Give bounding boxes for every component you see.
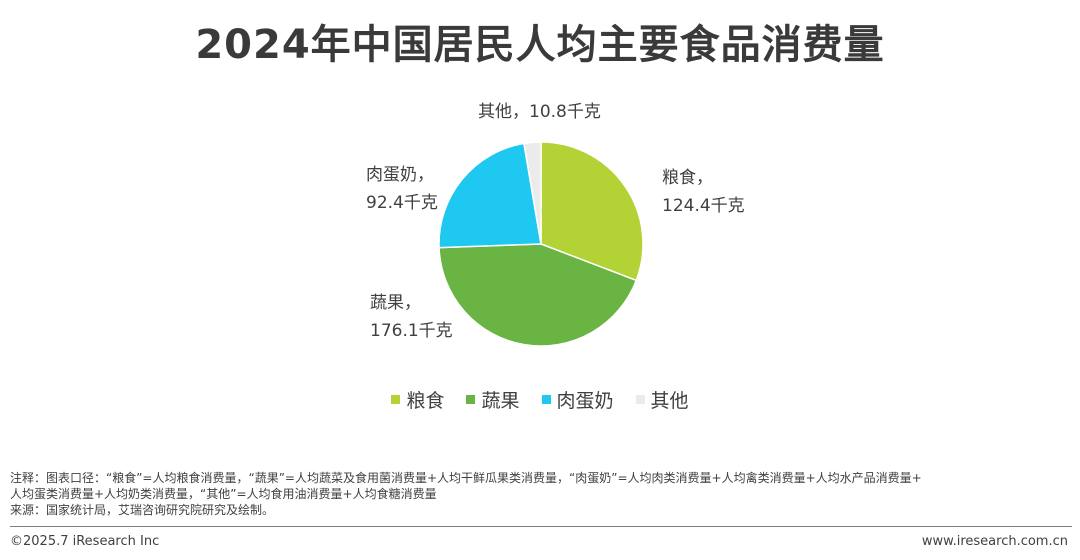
note-line-1: 注释：图表口径：“粮食”=人均粮食消费量，“蔬果”=人均蔬菜及食用菌消费量+人均… bbox=[10, 471, 922, 485]
slice-produce bbox=[438, 243, 638, 347]
label-meat-egg-milk-value: 92.4千克 bbox=[366, 193, 438, 213]
legend-item-produce: 蔬果 bbox=[466, 386, 520, 413]
label-produce-name: 蔬果， bbox=[370, 293, 421, 313]
legend-swatch bbox=[391, 395, 401, 404]
legend-swatch bbox=[466, 395, 476, 404]
legend-item-grain: 粮食 bbox=[391, 386, 444, 413]
source-line: 来源：国家统计局，艾瑞咨询研究院研究及绘制。 bbox=[10, 503, 275, 517]
legend-label: 蔬果 bbox=[481, 390, 520, 412]
legend-label: 粮食 bbox=[406, 390, 445, 412]
label-grain-value: 124.4千克 bbox=[662, 196, 745, 216]
label-produce-value: 176.1千克 bbox=[370, 321, 453, 341]
legend-item-other: 其他 bbox=[635, 386, 689, 413]
note-line-2: 人均蛋类消费量+人均奶类消费量，“其他”=人均食用油消费量+人均食糖消费量 bbox=[10, 487, 437, 501]
legend-item-meat-egg-milk: 肉蛋奶 bbox=[541, 386, 614, 413]
slice-grain bbox=[540, 141, 644, 282]
slice-meat-egg-milk bbox=[438, 142, 542, 249]
legend-label: 其他 bbox=[650, 390, 689, 412]
website-link[interactable]: www.iresearch.com.cn bbox=[921, 534, 1068, 549]
notes: 注释：图表口径：“粮食”=人均粮食消费量，“蔬果”=人均蔬菜及食用菌消费量+人均… bbox=[10, 470, 1072, 518]
slice-other bbox=[523, 141, 542, 245]
copyright: ©2025.7 iResearch Inc bbox=[10, 534, 160, 549]
legend: 粮食 蔬果 肉蛋奶 其他 bbox=[0, 386, 1080, 413]
legend-swatch bbox=[635, 395, 645, 404]
chart-title: 2024年中国居民人均主要食品消费量 bbox=[195, 22, 885, 68]
legend-swatch bbox=[541, 395, 551, 404]
footer-divider bbox=[10, 526, 1072, 527]
legend-label: 肉蛋奶 bbox=[556, 390, 614, 412]
label-other-name: 其他，10.8千克 bbox=[478, 102, 601, 122]
label-grain-name: 粮食， bbox=[662, 168, 713, 188]
label-meat-egg-milk-name: 肉蛋奶， bbox=[366, 165, 434, 185]
